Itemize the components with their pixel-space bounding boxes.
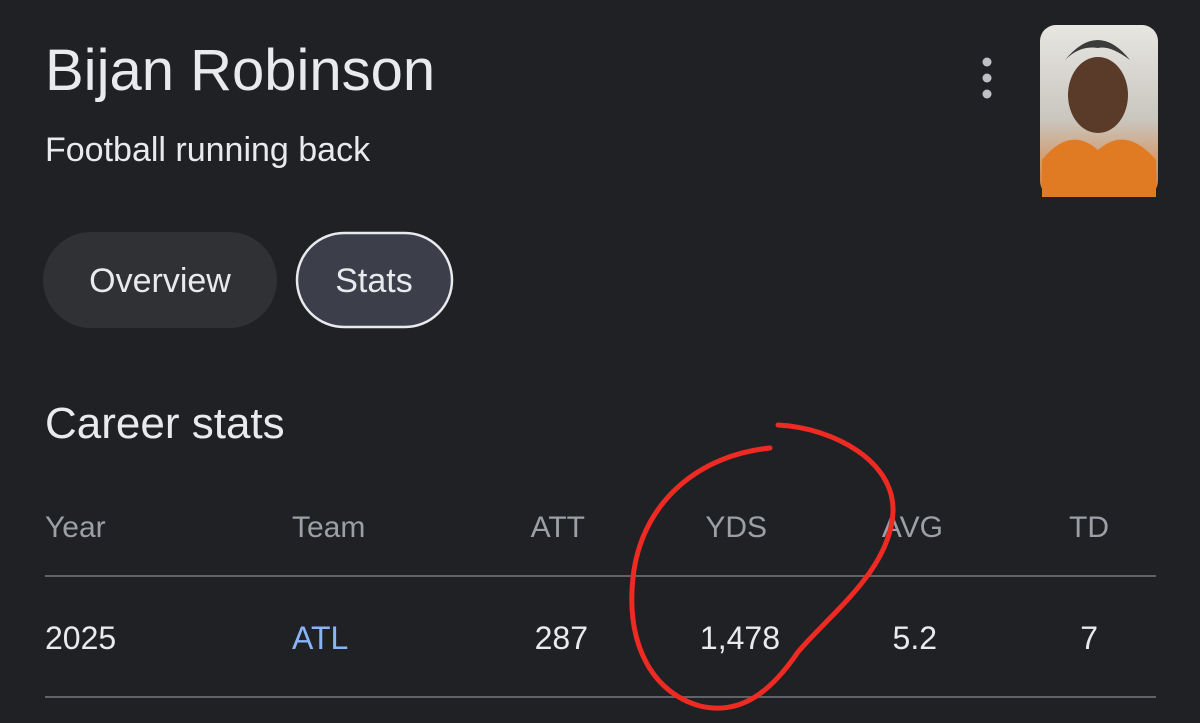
table-header: Year Team ATT YDS AVG TD [45, 511, 1109, 544]
column-header: YDS [705, 511, 767, 544]
table-row: 2025 ATL 287 1,478 5.2 7 [45, 620, 1098, 656]
cell: 2025 [45, 620, 116, 656]
cell: 1,478 [700, 620, 780, 656]
profile-photo[interactable] [1040, 25, 1158, 197]
title: Bijan Robinson [45, 38, 435, 103]
overview-tab[interactable]: Overview [43, 232, 277, 328]
cell: 287 [535, 620, 588, 656]
cell: 5.2 [893, 620, 937, 656]
team-link[interactable]: ATL [292, 620, 348, 656]
tab-label: Stats [335, 262, 412, 300]
column-header: ATT [531, 511, 585, 544]
section-title: Career stats [45, 399, 285, 448]
subtitle: Football running back [45, 131, 371, 169]
column-header: Team [292, 511, 365, 544]
column-header: TD [1069, 511, 1109, 544]
annotation-circle [629, 422, 896, 711]
tab-label: Overview [89, 262, 231, 300]
cell: 7 [1080, 620, 1098, 656]
stats-tab[interactable]: Stats [295, 231, 454, 329]
menu-button[interactable] [982, 57, 992, 99]
column-header: Year [45, 511, 106, 544]
